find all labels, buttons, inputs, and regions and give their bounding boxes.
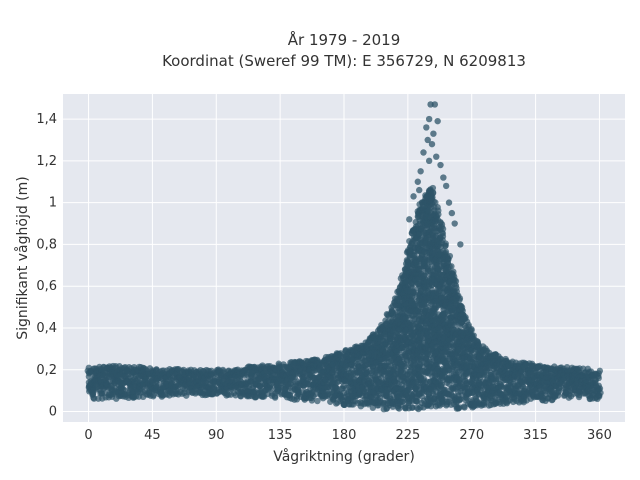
scatter-point [120, 386, 127, 393]
scatter-point [444, 255, 451, 262]
scatter-point [314, 397, 321, 405]
scatter-point [442, 240, 449, 247]
scatter-point [439, 233, 447, 240]
scatter-point [432, 199, 439, 206]
scatter-point [350, 401, 357, 408]
scatter-point [456, 397, 463, 404]
scatter-point [410, 288, 417, 295]
scatter-point [429, 190, 437, 197]
scatter-point [409, 404, 416, 411]
scatter-point [421, 272, 428, 279]
scatter-points [84, 101, 604, 413]
scatter-point [330, 366, 338, 374]
scatter-point [402, 363, 409, 370]
scatter-point [468, 326, 475, 333]
chart-title: År 1979 - 2019 Koordinat (Sweref 99 TM):… [162, 30, 526, 70]
scatter-point [456, 296, 463, 304]
scatter-point [434, 204, 441, 211]
scatter-point [271, 394, 279, 401]
scatter-point [448, 263, 455, 270]
scatter-point [388, 307, 396, 314]
scatter-point [417, 340, 424, 347]
scatter-point [452, 277, 460, 285]
chart-title-line-1: År 1979 - 2019 [288, 30, 401, 49]
scatter-point [480, 401, 488, 408]
scatter-point [435, 211, 442, 218]
chart-title-line-2: Koordinat (Sweref 99 TM): E 356729, N 62… [162, 52, 526, 70]
